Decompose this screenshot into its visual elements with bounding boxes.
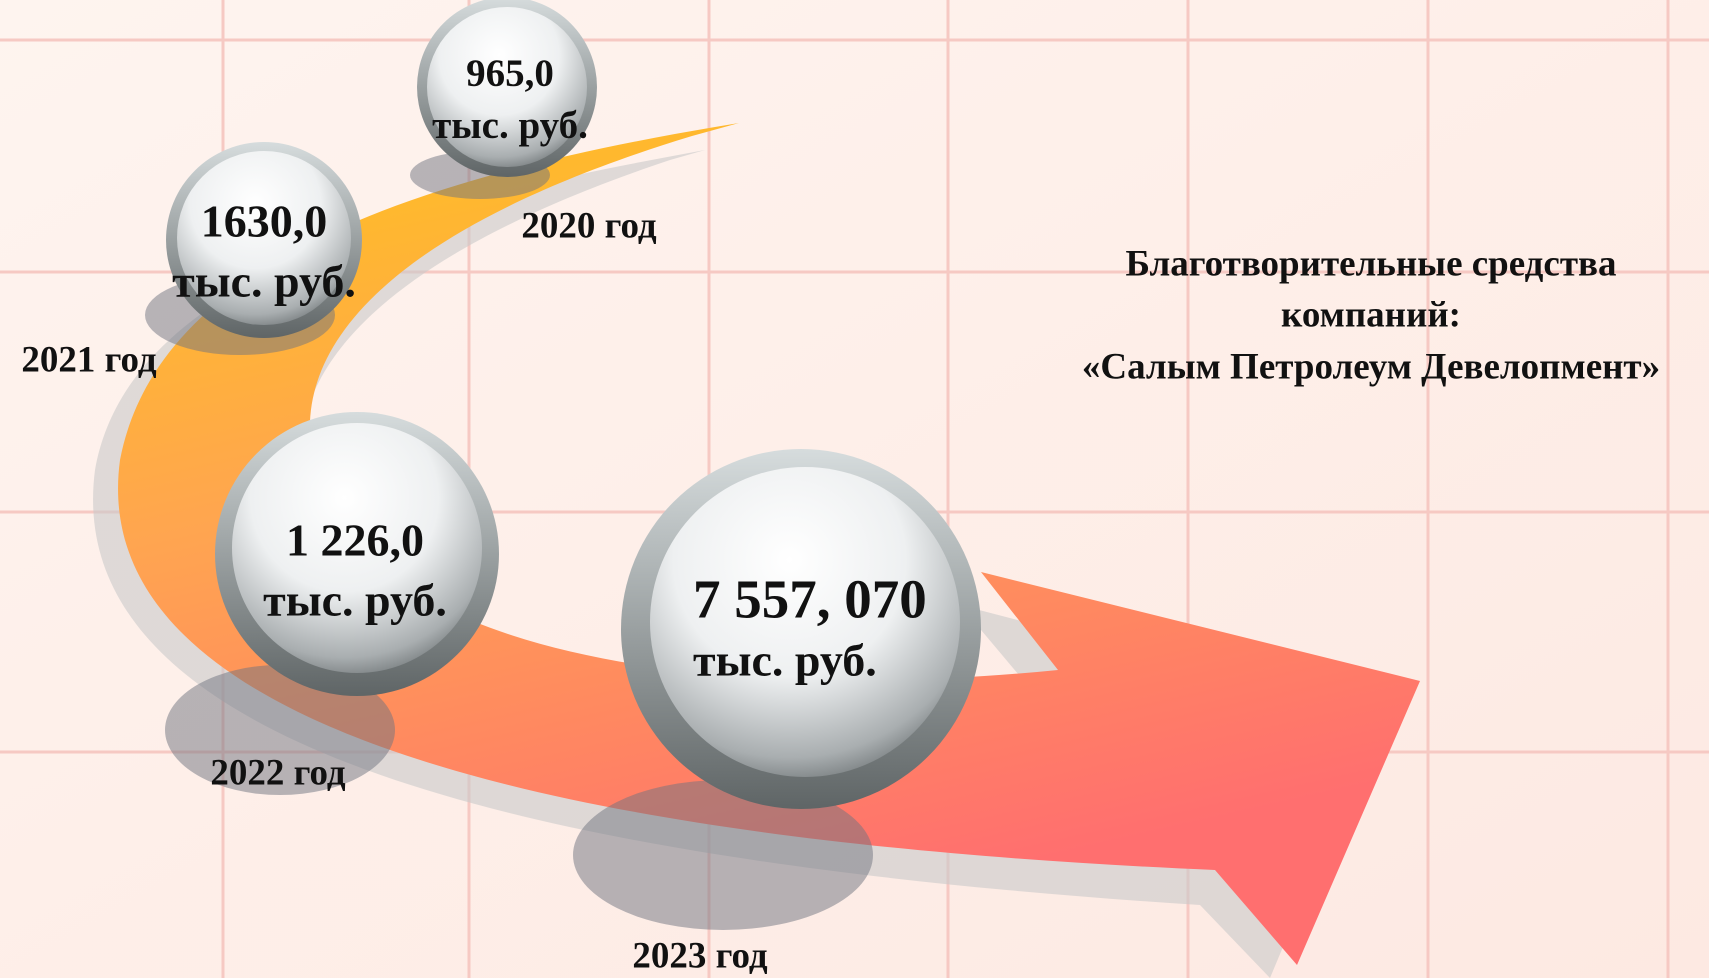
year: 2022 год (210, 752, 346, 793)
title-line: компаний: (1281, 294, 1461, 335)
unit: тыс. руб. (432, 104, 588, 147)
amount: 7 557, 070 (693, 569, 927, 630)
amount: 965,0 (466, 52, 554, 95)
year: 2021 год (21, 339, 157, 380)
title-line: «Салым Петролеум Девелопмент» (1082, 346, 1660, 387)
year: 2020 год (521, 205, 657, 246)
amount: 1 226,0 (286, 515, 424, 566)
unit: тыс. руб. (263, 575, 447, 626)
infographic: 965,0 тыс. руб. 2020 год 1630,0 тыс. руб… (0, 0, 1709, 978)
year: 2023 год (632, 935, 768, 976)
page: 965,0 тыс. руб. 2020 год 1630,0 тыс. руб… (0, 0, 1709, 978)
unit: тыс. руб. (172, 256, 356, 307)
unit: тыс. руб. (693, 635, 877, 686)
amount: 1630,0 (201, 196, 328, 247)
title-line: Благотворительные средства (1126, 243, 1617, 284)
